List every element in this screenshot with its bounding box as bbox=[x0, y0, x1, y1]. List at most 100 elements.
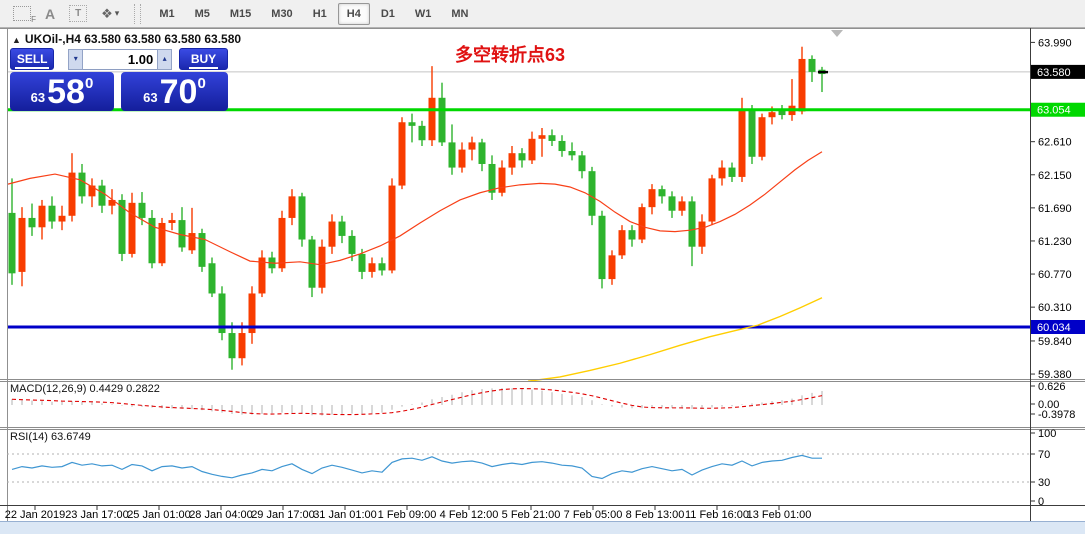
candle-body bbox=[18, 217, 26, 272]
text-label-icon[interactable]: A bbox=[45, 5, 56, 22]
candle-body bbox=[378, 263, 386, 271]
candle-body bbox=[8, 212, 16, 274]
candle-body bbox=[628, 230, 636, 240]
ask-price-display[interactable]: 63 70 0 bbox=[121, 72, 228, 111]
candle-body bbox=[278, 217, 286, 269]
timeframe-button-W1[interactable]: W1 bbox=[406, 3, 441, 25]
candle-body bbox=[558, 140, 566, 152]
candle-body bbox=[138, 202, 146, 218]
candle-body bbox=[538, 135, 546, 139]
candle-body bbox=[328, 221, 336, 247]
ma-slow-line bbox=[527, 297, 823, 382]
candle-body bbox=[588, 171, 596, 216]
timeframe-button-M15[interactable]: M15 bbox=[221, 3, 260, 25]
candle-body bbox=[508, 153, 516, 168]
candle-body bbox=[228, 333, 236, 359]
rsi-axis-label: 0 bbox=[1038, 496, 1044, 508]
macd-axis-label: 0.626 bbox=[1038, 381, 1066, 393]
candle-body bbox=[168, 220, 176, 223]
price-tick-label: 60.770 bbox=[1038, 269, 1072, 281]
candle-body bbox=[728, 167, 736, 177]
dropdown-caret-icon[interactable]: ▾ bbox=[114, 8, 120, 18]
candle-body bbox=[468, 142, 476, 150]
time-tick-label: 25 Jan 01:00 bbox=[127, 509, 191, 521]
chart-shift-arrow-icon[interactable] bbox=[831, 30, 843, 37]
time-tick-label: 22 Jan 2019 bbox=[5, 509, 66, 521]
current-bar-dash bbox=[818, 70, 828, 74]
candle-body bbox=[178, 220, 186, 248]
candle-body bbox=[218, 293, 226, 334]
volume-decrease-button[interactable]: ▾ bbox=[68, 48, 84, 70]
candle-body bbox=[648, 189, 656, 208]
timeframe-button-M30[interactable]: M30 bbox=[262, 3, 301, 25]
candle-body bbox=[118, 199, 126, 254]
candle-body bbox=[38, 205, 46, 228]
candle-body bbox=[478, 142, 486, 164]
sell-button[interactable]: SELL bbox=[10, 48, 55, 70]
buy-button[interactable]: BUY bbox=[179, 48, 228, 70]
candle-body bbox=[98, 185, 106, 206]
candle-body bbox=[808, 58, 816, 72]
candle-body bbox=[28, 217, 36, 228]
time-tick-label: 23 Jan 17:00 bbox=[65, 509, 129, 521]
candle-body bbox=[548, 135, 556, 141]
candle-body bbox=[608, 255, 616, 280]
time-tick-label: 11 Feb 16:00 bbox=[685, 509, 749, 521]
candle-body bbox=[238, 333, 246, 359]
candle-body bbox=[408, 122, 416, 126]
candle-body bbox=[318, 246, 326, 288]
candle-body bbox=[568, 151, 576, 156]
toolbar-separator bbox=[134, 3, 142, 24]
price-tick-label: 59.840 bbox=[1038, 336, 1072, 348]
candle-body bbox=[388, 185, 396, 271]
candle-body bbox=[768, 112, 776, 118]
timeframe-button-D1[interactable]: D1 bbox=[372, 3, 404, 25]
macd-indicator-label: MACD(12,26,9) 0.4429 0.2822 bbox=[10, 383, 160, 395]
text-box-icon[interactable]: T bbox=[69, 5, 88, 22]
price-tick-label: 60.310 bbox=[1038, 302, 1072, 314]
candle-body bbox=[158, 222, 166, 264]
candle-body bbox=[368, 263, 376, 272]
candle-body bbox=[88, 185, 96, 197]
candle-body bbox=[188, 233, 196, 251]
candle-body bbox=[338, 221, 346, 236]
timeframe-button-H1[interactable]: H1 bbox=[304, 3, 336, 25]
bottom-strip bbox=[0, 521, 1085, 534]
candle-body bbox=[418, 125, 426, 141]
collapse-triangle-icon[interactable]: ▲ bbox=[12, 35, 21, 45]
candle-body bbox=[748, 110, 756, 157]
candle-body bbox=[758, 117, 766, 157]
indicator-f-icon[interactable]: F bbox=[7, 6, 36, 24]
candle-body bbox=[738, 110, 746, 177]
candle-body bbox=[48, 205, 56, 222]
timeframe-button-MN[interactable]: MN bbox=[442, 3, 477, 25]
timeframe-button-M5[interactable]: M5 bbox=[186, 3, 219, 25]
candle-body bbox=[68, 172, 76, 216]
volume-input[interactable] bbox=[83, 48, 158, 70]
candle-body bbox=[148, 217, 156, 264]
volume-increase-button[interactable]: ▴ bbox=[157, 48, 173, 70]
rsi-line bbox=[11, 454, 822, 480]
time-tick-label: 31 Jan 01:00 bbox=[313, 509, 377, 521]
price-tick-label: 59.380 bbox=[1038, 369, 1072, 381]
candle-body bbox=[598, 215, 606, 280]
chart-title: ▲ UKOil-,H4 63.580 63.580 63.580 63.580 bbox=[12, 32, 242, 46]
top-toolbar: F A T ❖ ▾ M1 M5 M15 M30 H1 H4 D1 W1 MN bbox=[0, 0, 1085, 28]
bid-price-display[interactable]: 63 58 0 bbox=[10, 72, 114, 111]
candle-body bbox=[658, 189, 666, 197]
timeframe-button-H4[interactable]: H4 bbox=[337, 2, 370, 25]
time-tick-label: 8 Feb 13:00 bbox=[626, 509, 685, 521]
candle-body bbox=[198, 233, 206, 267]
candle-body bbox=[798, 58, 806, 112]
macd-axis-label: 0.00 bbox=[1038, 399, 1059, 411]
rsi-axis-label: 70 bbox=[1038, 449, 1050, 461]
time-tick-label: 13 Feb 01:00 bbox=[747, 509, 812, 521]
shapes-icon[interactable]: ❖ ▾ bbox=[101, 5, 120, 21]
candle-body bbox=[258, 257, 266, 294]
chart-annotation-text: 多空转折点63 bbox=[455, 45, 566, 65]
timeframe-button-M1[interactable]: M1 bbox=[150, 3, 183, 25]
candle-body bbox=[688, 201, 696, 247]
candle-body bbox=[248, 293, 256, 334]
candle-body bbox=[298, 196, 306, 240]
